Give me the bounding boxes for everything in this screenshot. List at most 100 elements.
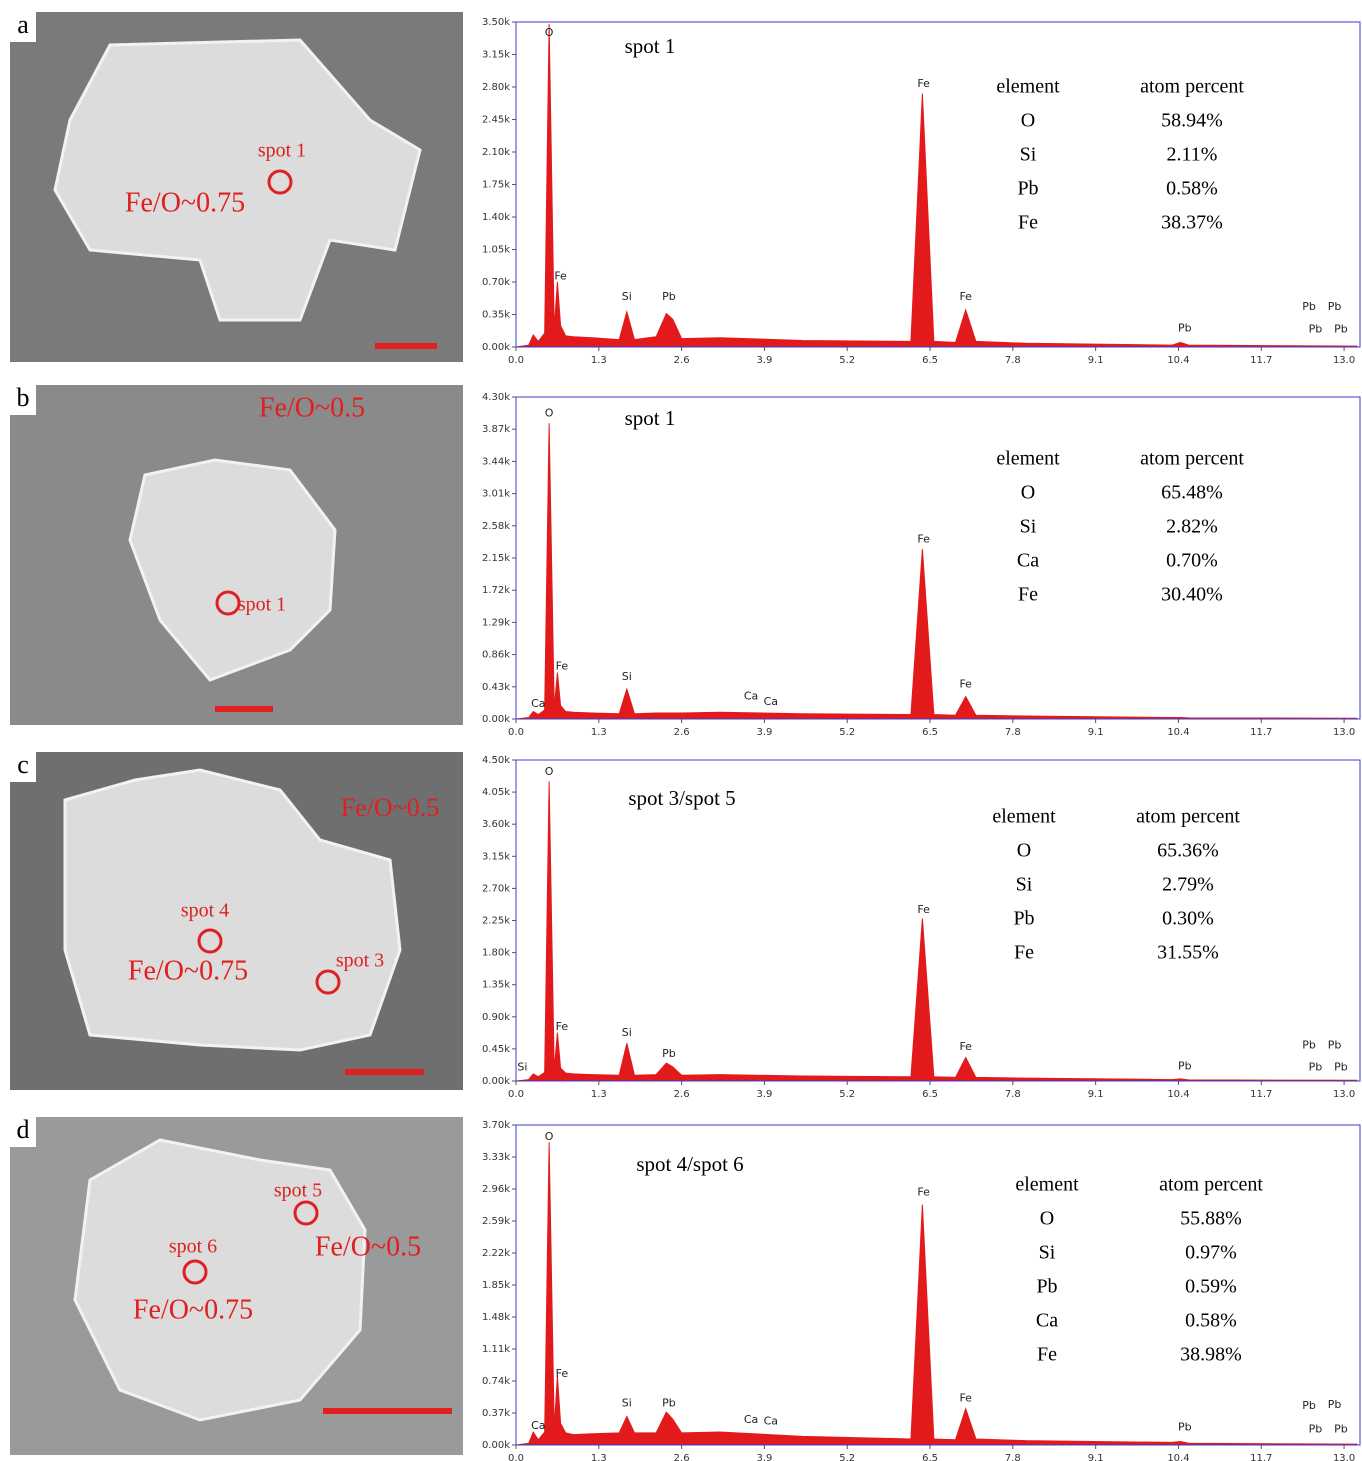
- y-tick-label: 3.15k: [482, 50, 510, 61]
- table-header: atom percent: [1140, 448, 1244, 470]
- peak-label: Si: [622, 1026, 632, 1039]
- table-header: element: [1015, 1174, 1079, 1196]
- peak-label: Si: [517, 1060, 527, 1073]
- table-cell: Si: [1039, 1242, 1056, 1264]
- plot-frame: [516, 397, 1360, 719]
- panel-label: d: [17, 1115, 30, 1144]
- annotation: Fe/O~0.75: [125, 187, 245, 218]
- x-tick-label: 5.2: [839, 727, 855, 738]
- table-cell: O: [1040, 1208, 1054, 1230]
- peak-label: Pb: [1302, 1399, 1316, 1412]
- x-tick-label: 5.2: [839, 1453, 855, 1461]
- table-cell: 55.88%: [1180, 1208, 1242, 1230]
- peak-label: Fe: [917, 77, 930, 90]
- x-tick-label: 9.1: [1088, 355, 1104, 366]
- y-tick-label: 1.75k: [482, 180, 510, 191]
- y-tick-label: 2.25k: [482, 916, 510, 927]
- y-tick-label: 1.48k: [482, 1312, 510, 1323]
- peak-label: Pb: [1309, 1060, 1323, 1073]
- y-tick-label: 0.35k: [482, 310, 510, 321]
- x-tick-label: 2.6: [674, 727, 690, 738]
- annotation: Fe/O~0.5: [315, 1231, 421, 1262]
- x-tick-label: 1.3: [591, 355, 607, 366]
- annotation: spot 4: [181, 900, 229, 922]
- y-tick-label: 4.50k: [482, 755, 510, 766]
- x-tick-label: 10.4: [1167, 1453, 1189, 1461]
- peak-label: Pb: [1309, 322, 1323, 335]
- plot-frame: [516, 22, 1360, 347]
- table-cell: Pb: [1036, 1276, 1057, 1298]
- x-tick-label: 2.6: [674, 1089, 690, 1100]
- x-tick-label: 7.8: [1005, 355, 1021, 366]
- table-cell: Pb: [1017, 178, 1038, 200]
- y-tick-label: 2.10k: [482, 147, 510, 158]
- x-tick-label: 6.5: [922, 355, 938, 366]
- table-cell: 65.36%: [1157, 840, 1219, 862]
- peak-label: Pb: [1334, 1060, 1348, 1073]
- y-tick-label: 4.05k: [482, 787, 510, 798]
- peak-label: Ca: [764, 1415, 778, 1428]
- x-tick-label: 13.0: [1333, 727, 1355, 738]
- table-header: element: [996, 448, 1060, 470]
- table-cell: Pb: [1013, 908, 1034, 930]
- table-cell: 0.30%: [1162, 908, 1214, 930]
- y-tick-label: 0.70k: [482, 277, 510, 288]
- y-tick-label: 0.90k: [482, 1012, 510, 1023]
- table-header: element: [992, 806, 1056, 828]
- panel-label: b: [17, 383, 30, 412]
- peak-label: Fe: [917, 1185, 930, 1198]
- x-tick-label: 13.0: [1333, 1453, 1355, 1461]
- peak-label: Pb: [1178, 1421, 1192, 1434]
- x-tick-label: 3.9: [756, 1089, 772, 1100]
- peak-label: Pb: [1178, 321, 1192, 334]
- y-tick-label: 2.70k: [482, 883, 510, 894]
- x-tick-label: 0.0: [508, 1089, 524, 1100]
- peak-label: Fe: [556, 660, 569, 673]
- peak-label: Fe: [917, 532, 930, 545]
- y-tick-label: 1.11k: [482, 1344, 510, 1355]
- x-tick-label: 1.3: [591, 727, 607, 738]
- table-cell: Fe: [1014, 942, 1034, 964]
- table-cell: Si: [1016, 874, 1033, 896]
- x-tick-label: 3.9: [756, 355, 772, 366]
- table-cell: 0.59%: [1185, 1276, 1237, 1298]
- y-tick-label: 1.80k: [482, 948, 510, 959]
- spectrum-title: spot 1: [625, 34, 676, 58]
- peak-label: O: [545, 1130, 554, 1143]
- peak-label: O: [545, 406, 554, 419]
- x-tick-label: 9.1: [1088, 1089, 1104, 1100]
- table-cell: Fe: [1018, 212, 1038, 234]
- table-cell: Fe: [1018, 584, 1038, 606]
- y-tick-label: 0.74k: [482, 1376, 510, 1387]
- y-tick-label: 3.70k: [482, 1120, 510, 1131]
- y-tick-label: 4.30k: [482, 392, 510, 403]
- annotation: spot 1: [238, 594, 286, 616]
- annotation: Fe/O~0.5: [259, 392, 365, 423]
- peak-label: Fe: [917, 903, 930, 916]
- y-tick-label: 0.00k: [482, 1076, 510, 1087]
- table-cell: 58.94%: [1161, 110, 1223, 132]
- annotation: Fe/O~0.75: [128, 955, 248, 986]
- table-header: atom percent: [1136, 806, 1240, 828]
- spectrum: [516, 24, 1357, 347]
- peak-label: Pb: [662, 1396, 676, 1409]
- y-tick-label: 1.35k: [482, 980, 510, 991]
- table-cell: 0.58%: [1185, 1310, 1237, 1332]
- x-tick-label: 0.0: [508, 1453, 524, 1461]
- annotation: Fe/O~0.5: [341, 793, 440, 822]
- table-cell: Fe: [1037, 1344, 1057, 1366]
- annotation: Fe/O~0.75: [133, 1294, 253, 1325]
- x-tick-label: 11.7: [1250, 355, 1272, 366]
- peak-label: Fe: [556, 1367, 569, 1380]
- page: aspot 1Fe/O~0.75bFe/O~0.5spot 1cFe/O~0.5…: [0, 0, 1362, 1461]
- y-tick-label: 2.45k: [482, 115, 510, 126]
- y-tick-label: 3.87k: [482, 424, 510, 435]
- x-tick-label: 7.8: [1005, 727, 1021, 738]
- table-cell: 2.79%: [1162, 874, 1214, 896]
- table-cell: 2.82%: [1166, 516, 1218, 538]
- annotation: spot 3: [336, 950, 384, 972]
- table-cell: 2.11%: [1167, 144, 1218, 166]
- peak-label: Fe: [554, 269, 567, 282]
- x-tick-label: 10.4: [1167, 355, 1189, 366]
- y-tick-label: 3.15k: [482, 851, 510, 862]
